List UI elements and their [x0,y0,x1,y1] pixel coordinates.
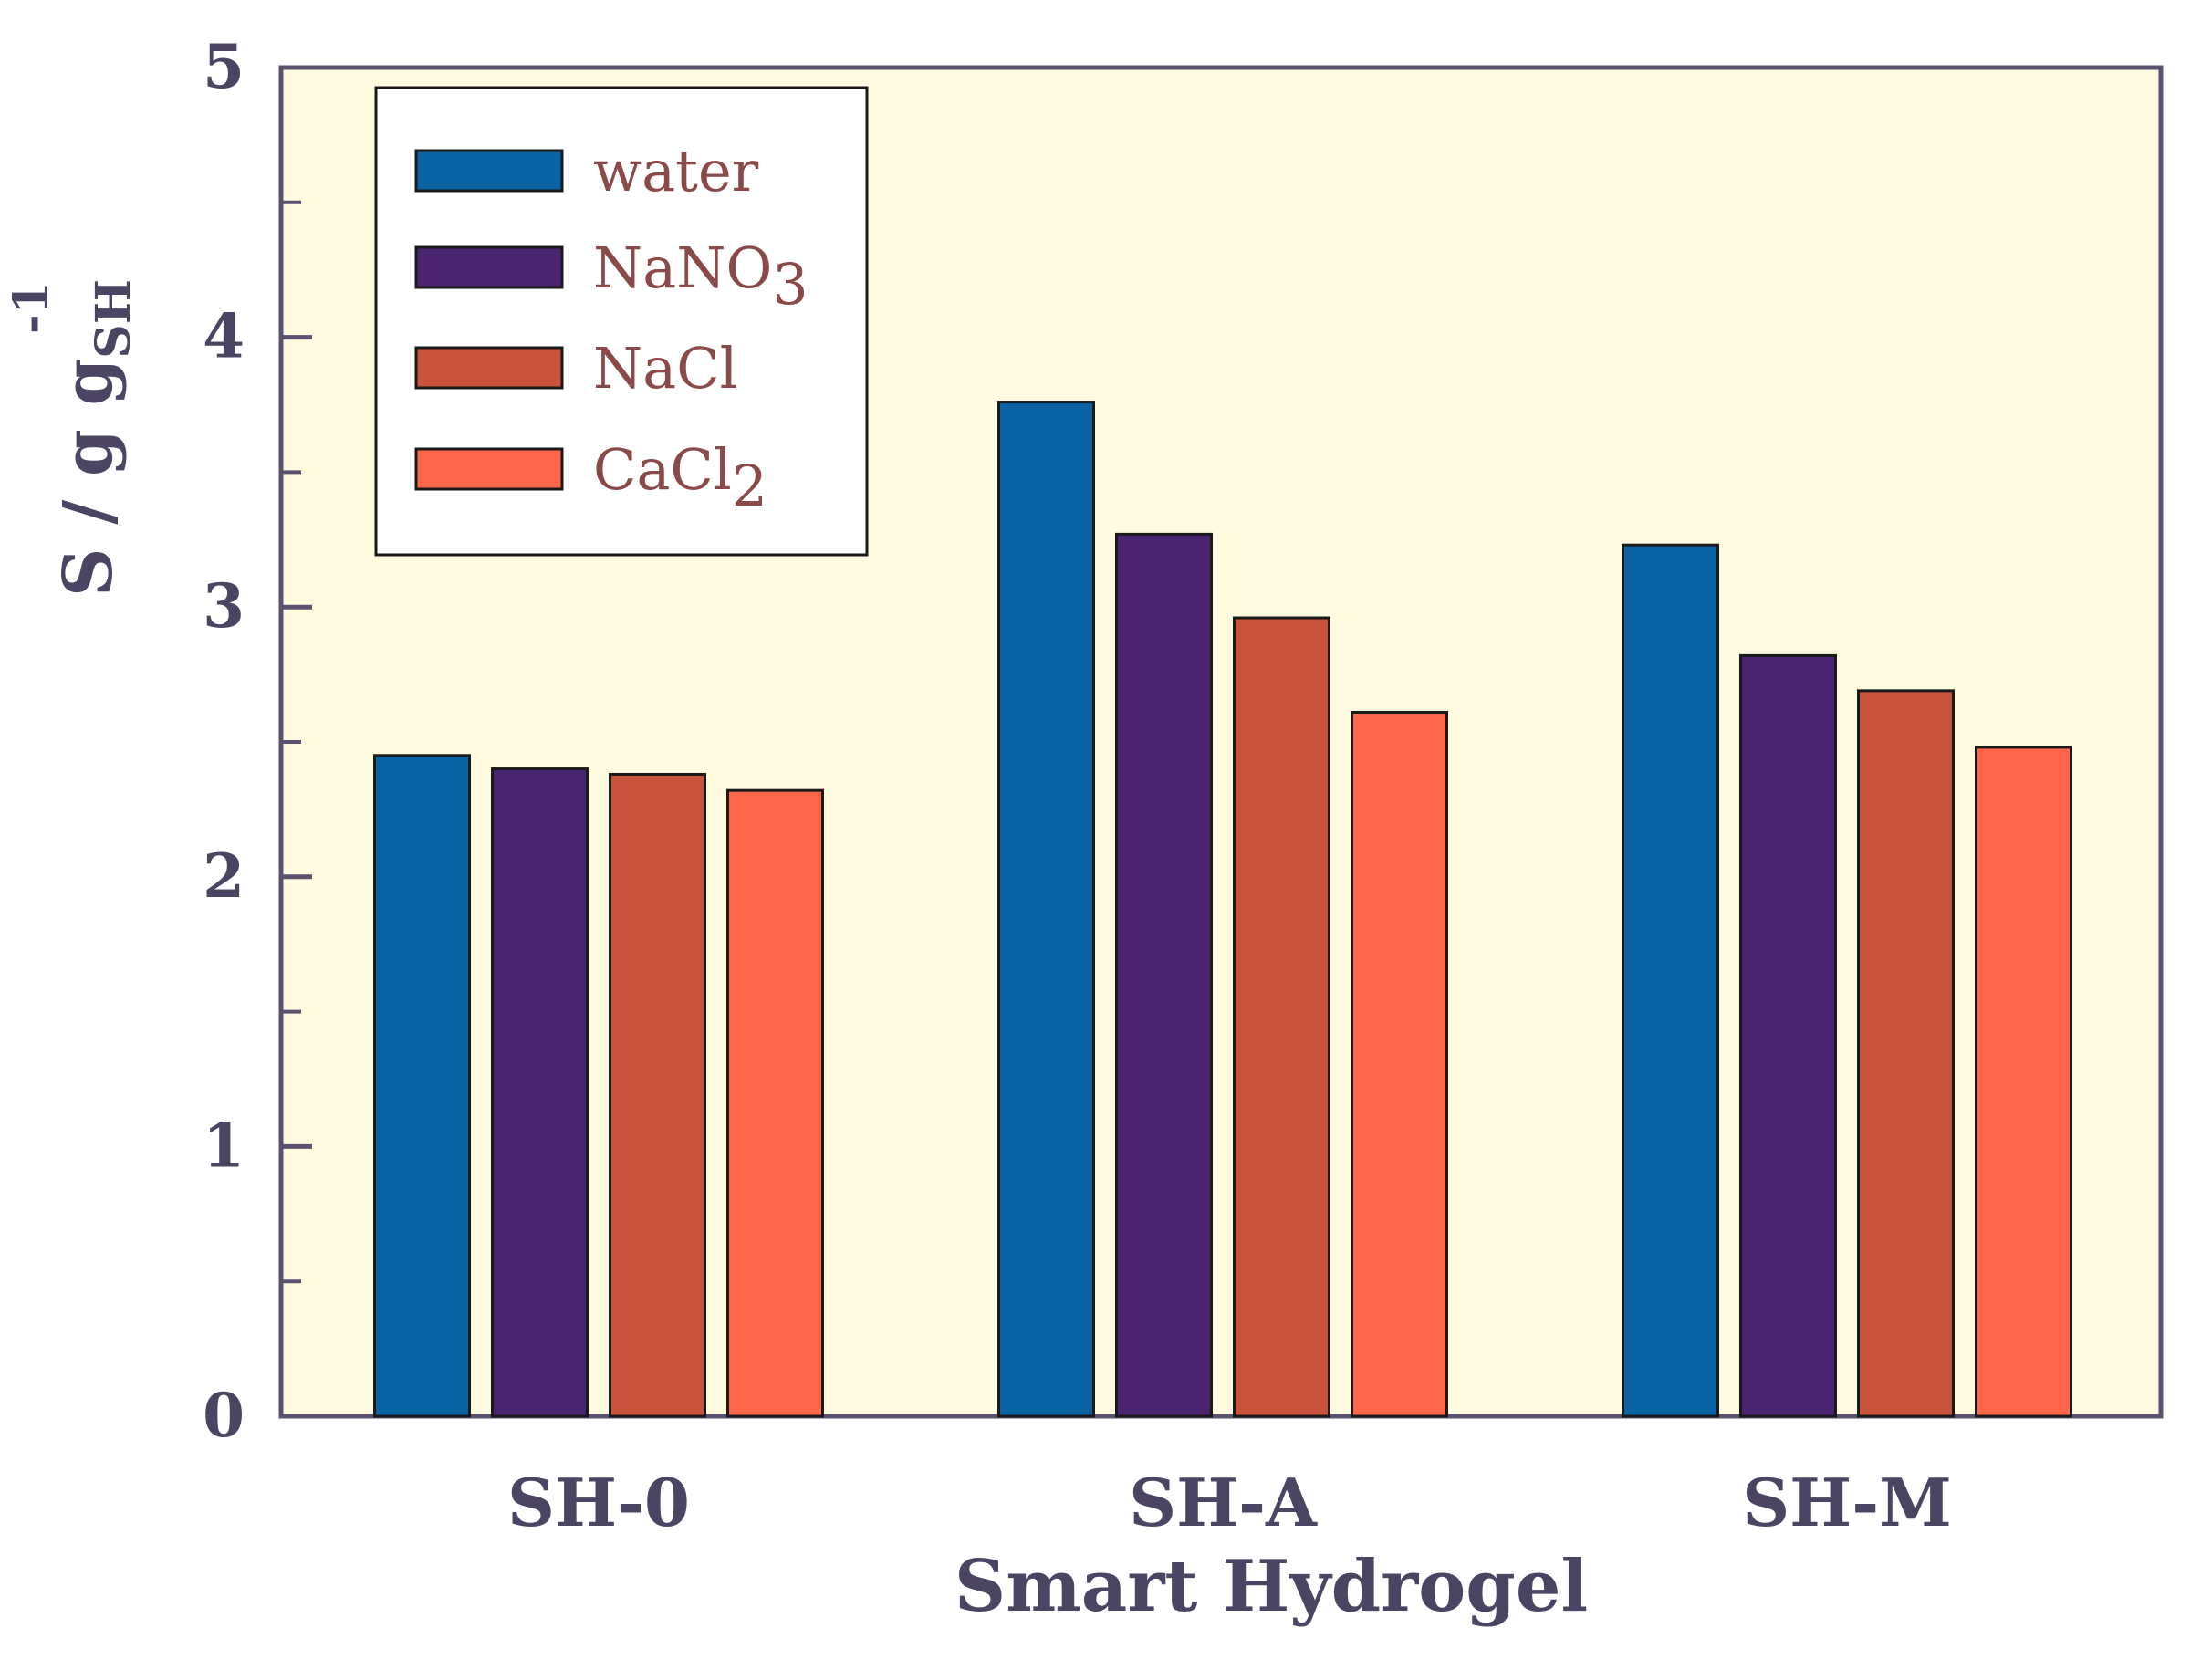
legend-label-subscript: 3 [772,251,808,318]
bar-SH-0-water [373,754,471,1418]
y-tick-label: 0 [203,1380,245,1451]
bar-SH-A-NaCl [1233,616,1330,1418]
y-tick-label: 5 [203,31,245,102]
legend-label: CaCl2 [593,436,767,519]
bar-SH-A-water [997,401,1095,1418]
legend: water NaNO3 NaCl CaCl2 [374,86,869,557]
x-axis-title: Smart Hydrogel [955,1545,1588,1628]
y-tick-label: 2 [203,840,245,912]
legend-label: NaCl [593,335,737,402]
y-axis-title-sup: -1 [4,281,59,334]
y-axis-title: S / g gSH -1 [4,279,141,597]
y-axis: 0 1 2 3 4 5 [203,31,312,1451]
legend-swatch [414,447,564,491]
bars-group [373,401,2072,1418]
legend-label-main: NaNO [593,235,772,301]
legend-label-main: water [593,138,759,204]
bar-SH-A-NaNO3 [1115,532,1213,1418]
legend-swatch [414,149,564,193]
y-axis-title-sub: SH [86,279,141,359]
bar-SH-M-CaCl2 [1975,746,2072,1418]
bar-SH-M-water [1622,543,1719,1418]
y-tick-label: 1 [203,1110,245,1181]
y-tick-label: 3 [203,570,245,642]
x-tick-label: SH-0 [507,1464,690,1541]
legend-label: NaNO3 [593,235,809,318]
bar-SH-0-NaCl [609,772,706,1418]
legend-swatch [414,245,564,289]
legend-label-main: NaCl [593,335,737,402]
bar-SH-0-NaNO3 [491,767,589,1418]
y-axis-title-main: S / g g [49,359,128,597]
legend-label: water [593,138,759,204]
legend-label-main: CaCl [593,436,732,503]
bar-SH-M-NaNO3 [1739,653,1837,1418]
legend-swatch [414,346,564,390]
legend-label-subscript: 2 [732,453,767,519]
x-axis: SH-0 SH-A SH-M [507,1464,1952,1541]
x-tick-label: SH-A [1129,1464,1318,1541]
x-tick-label: SH-M [1742,1464,1952,1541]
bar-SH-M-NaCl [1857,689,1955,1418]
bar-SH-A-CaCl2 [1351,710,1448,1418]
y-tick-label: 4 [203,301,245,372]
bar-SH-0-CaCl2 [726,788,824,1418]
